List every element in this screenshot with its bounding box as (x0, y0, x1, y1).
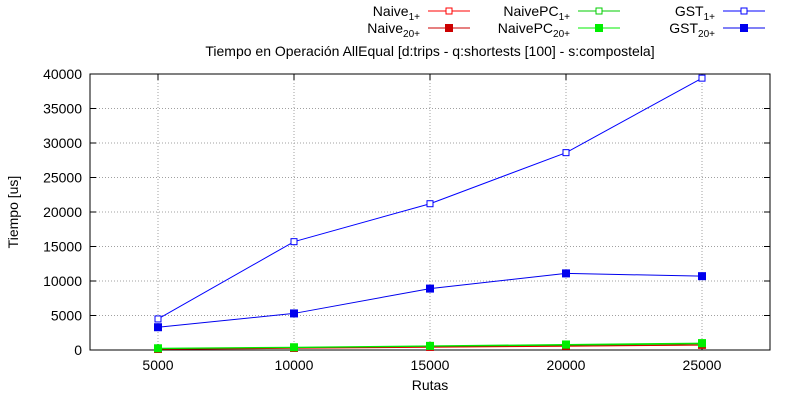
legend-label: GST20+ (669, 20, 715, 40)
legend-marker (445, 7, 453, 15)
legend-label: NaivePC1+ (503, 3, 570, 23)
y-tick-label: 5000 (51, 308, 82, 324)
data-point (698, 74, 706, 82)
y-tick-label: 10000 (43, 273, 82, 289)
legend-entry: GST20+ (669, 20, 765, 40)
series-gst-1plus (154, 74, 706, 323)
x-tick-label: 10000 (275, 357, 314, 373)
legend-label: Naive20+ (367, 20, 420, 40)
data-point (562, 340, 570, 349)
legend-label: NaivePC20+ (498, 20, 570, 40)
y-tick-label: 15000 (43, 239, 82, 255)
data-point (290, 238, 298, 246)
legend-series-subscript: 20+ (698, 29, 715, 40)
data-point (426, 284, 434, 293)
legend-series-name: Naive (373, 3, 409, 19)
y-tick-label: 40000 (43, 66, 82, 82)
legend-entry: Naive20+ (367, 20, 470, 40)
data-point (290, 309, 298, 318)
legend-series-name: GST (675, 3, 704, 19)
data-point (698, 272, 706, 281)
x-tick-label: 20000 (547, 357, 586, 373)
legend-series-subscript: 1+ (409, 12, 421, 23)
data-point (562, 269, 570, 278)
legend-series-name: GST (669, 20, 698, 36)
legend-entry: Naive1+ (373, 3, 470, 23)
y-tick-label: 25000 (43, 170, 82, 186)
legend-marker (740, 7, 748, 15)
data-point (290, 343, 298, 352)
legend-marker (740, 24, 748, 32)
legend-label: GST1+ (675, 3, 715, 23)
legend-entry: NaivePC20+ (498, 20, 620, 40)
chart-title: Tiempo en Operación AllEqual [d:trips - … (205, 43, 654, 59)
x-axis-label: Rutas (412, 377, 449, 393)
data-point (154, 344, 162, 353)
legend: Naive1+Naive20+NaivePC1+NaivePC20+GST1+G… (367, 3, 765, 40)
y-tick-label: 20000 (43, 204, 82, 220)
data-point (562, 149, 570, 157)
axis-ticks: 0 5000 10000 15000 20000 25000 30000 35000 40000… (43, 66, 770, 373)
x-tick-label: 15000 (411, 357, 450, 373)
grid-lines (90, 74, 770, 350)
data-point (154, 323, 162, 332)
y-axis-label: Tiempo [us] (5, 176, 21, 249)
y-tick-label: 30000 (43, 135, 82, 151)
legend-marker (595, 7, 603, 15)
data-point (426, 200, 434, 208)
legend-series-subscript: 1+ (559, 12, 571, 23)
legend-series-subscript: 1+ (704, 12, 716, 23)
legend-series-subscript: 20+ (553, 29, 570, 40)
series-gst-20plus (154, 269, 706, 332)
legend-series-subscript: 20+ (403, 29, 420, 40)
legend-series-name: NaivePC (498, 20, 553, 36)
data-point (698, 339, 706, 348)
y-tick-label: 35000 (43, 101, 82, 117)
legend-label: Naive1+ (373, 3, 420, 23)
x-tick-label: 5000 (142, 357, 173, 373)
series-layer (154, 74, 706, 353)
legend-entry: NaivePC1+ (503, 3, 620, 23)
series-line (157, 77, 703, 320)
legend-series-name: NaivePC (503, 3, 558, 19)
series-naivepc-20plus (154, 339, 706, 353)
legend-marker (595, 24, 603, 32)
legend-marker (445, 24, 453, 32)
legend-entry: GST1+ (675, 3, 765, 23)
x-tick-label: 25000 (683, 357, 722, 373)
data-point (426, 341, 434, 350)
legend-series-name: Naive (367, 20, 403, 36)
y-tick-label: 0 (74, 342, 82, 358)
data-point (154, 315, 162, 323)
